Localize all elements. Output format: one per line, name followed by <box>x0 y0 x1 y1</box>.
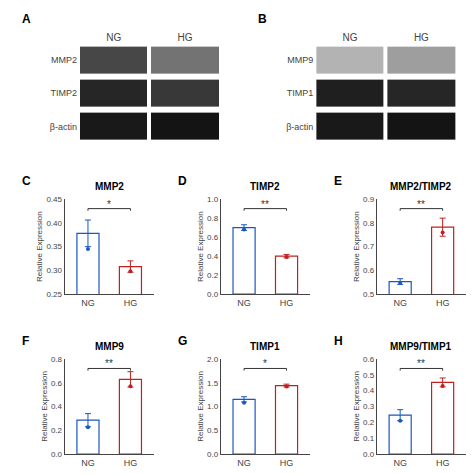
svg-text:NG: NG <box>237 298 251 308</box>
svg-text:H: H <box>334 334 343 348</box>
svg-text:HG: HG <box>178 32 193 43</box>
svg-text:HG: HG <box>280 298 294 308</box>
svg-text:**: ** <box>417 358 425 369</box>
svg-text:0.2: 0.2 <box>51 426 63 435</box>
svg-text:0.5: 0.5 <box>363 290 375 299</box>
svg-text:0.0: 0.0 <box>51 450 63 459</box>
svg-text:0.25: 0.25 <box>46 290 62 299</box>
svg-text:NG: NG <box>393 298 407 308</box>
svg-text:C: C <box>22 174 31 188</box>
svg-text:0.6: 0.6 <box>363 266 375 275</box>
svg-text:TIMP2: TIMP2 <box>50 88 77 98</box>
svg-text:B: B <box>258 12 267 26</box>
svg-text:0.30: 0.30 <box>46 266 62 275</box>
svg-text:**: ** <box>261 199 269 210</box>
svg-text:0.4: 0.4 <box>51 402 63 411</box>
svg-text:0.8: 0.8 <box>51 355 63 364</box>
svg-text:1.5: 1.5 <box>207 379 219 388</box>
svg-text:0.0: 0.0 <box>207 450 219 459</box>
svg-text:Relative Expression: Relative Expression <box>352 371 361 442</box>
svg-text:HG: HG <box>436 298 450 308</box>
svg-text:HG: HG <box>124 458 138 468</box>
svg-text:0.9: 0.9 <box>363 195 375 204</box>
svg-text:G: G <box>178 334 187 348</box>
svg-text:NG: NG <box>81 458 95 468</box>
svg-text:0.35: 0.35 <box>46 242 62 251</box>
svg-text:1.0: 1.0 <box>207 402 219 411</box>
svg-text:2.0: 2.0 <box>207 355 219 364</box>
svg-text:NG: NG <box>343 32 358 43</box>
svg-text:0.5: 0.5 <box>207 426 219 435</box>
svg-text:Relative Expression: Relative Expression <box>35 211 44 282</box>
svg-text:MMP2: MMP2 <box>95 181 124 192</box>
svg-text:HG: HG <box>436 458 450 468</box>
svg-text:MMP9: MMP9 <box>287 55 313 65</box>
svg-text:Relative Expression: Relative Expression <box>196 211 205 282</box>
svg-text:0.7: 0.7 <box>363 242 375 251</box>
svg-text:0.8: 0.8 <box>363 219 375 228</box>
svg-text:F: F <box>22 334 29 348</box>
svg-text:0.40: 0.40 <box>46 219 62 228</box>
svg-text:A: A <box>22 12 31 26</box>
svg-text:**: ** <box>417 199 425 210</box>
svg-text:0.1: 0.1 <box>363 434 375 443</box>
svg-text:TIMP1: TIMP1 <box>250 341 280 352</box>
svg-text:0.0: 0.0 <box>207 290 219 299</box>
svg-text:HG: HG <box>280 458 294 468</box>
svg-text:0.6: 0.6 <box>363 355 375 364</box>
svg-text:Relative Expression: Relative Expression <box>352 211 361 282</box>
svg-text:0.6: 0.6 <box>51 379 63 388</box>
svg-text:0.6: 0.6 <box>207 233 219 242</box>
svg-text:1.0: 1.0 <box>207 195 219 204</box>
svg-text:NG: NG <box>81 298 95 308</box>
svg-text:*: * <box>107 199 111 210</box>
svg-text:MMP9: MMP9 <box>95 341 124 352</box>
svg-text:*: * <box>263 358 267 369</box>
svg-text:HG: HG <box>124 298 138 308</box>
svg-text:0.2: 0.2 <box>363 418 375 427</box>
svg-text:TIMP1: TIMP1 <box>287 88 314 98</box>
svg-text:0.8: 0.8 <box>207 214 219 223</box>
svg-text:NG: NG <box>393 458 407 468</box>
svg-text:**: ** <box>105 358 113 369</box>
svg-text:0.2: 0.2 <box>207 271 219 280</box>
svg-text:HG: HG <box>414 32 429 43</box>
svg-text:0.0: 0.0 <box>363 450 375 459</box>
svg-text:NG: NG <box>237 458 251 468</box>
svg-text:MMP2: MMP2 <box>51 55 77 65</box>
svg-text:β-actin: β-actin <box>286 122 313 132</box>
svg-text:0.4: 0.4 <box>363 386 375 395</box>
svg-text:D: D <box>178 174 187 188</box>
svg-text:0.5: 0.5 <box>363 371 375 380</box>
svg-text:TIMP2: TIMP2 <box>250 181 280 192</box>
svg-text:0.45: 0.45 <box>46 195 62 204</box>
svg-text:NG: NG <box>106 32 121 43</box>
svg-text:Relative Expression: Relative Expression <box>40 371 49 442</box>
svg-text:MMP9/TIMP1: MMP9/TIMP1 <box>390 341 452 352</box>
svg-text:Relative Expression: Relative Expression <box>196 371 205 442</box>
svg-text:E: E <box>334 174 342 188</box>
svg-text:β-actin: β-actin <box>50 122 77 132</box>
svg-text:MMP2/TIMP2: MMP2/TIMP2 <box>390 181 452 192</box>
svg-text:0.4: 0.4 <box>207 252 219 261</box>
svg-text:0.3: 0.3 <box>363 402 375 411</box>
